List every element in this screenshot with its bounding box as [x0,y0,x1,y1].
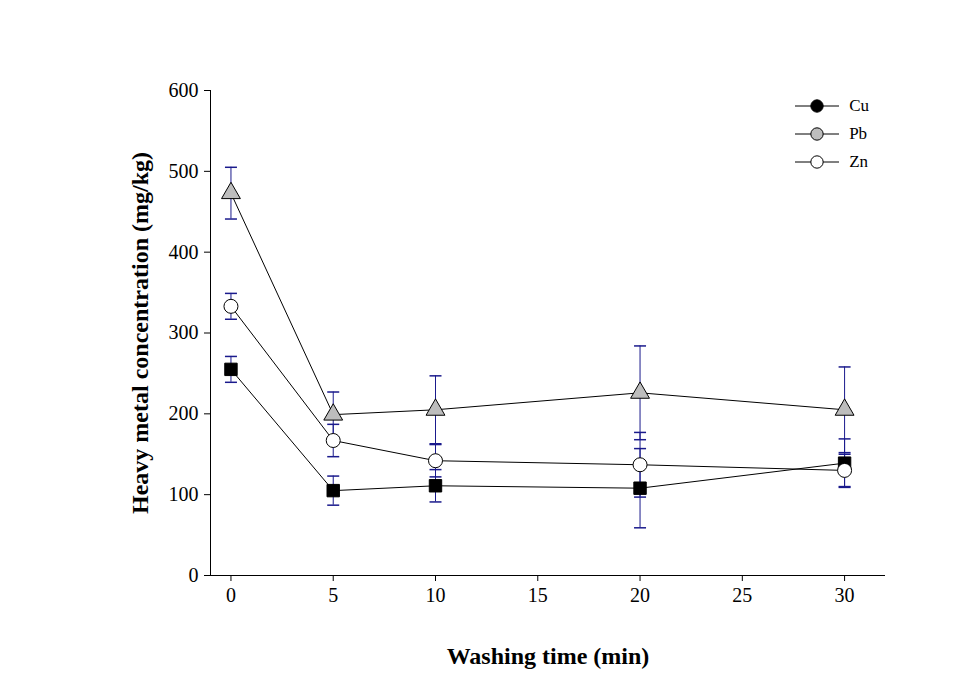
html-text:Zn: Zn [849,152,868,171]
svg-text:0: 0 [226,584,236,606]
svg-text:100: 100 [169,483,199,505]
svg-text:400: 400 [169,241,199,263]
html-text:Pb: Pb [849,124,868,143]
svg-text:30: 30 [835,584,855,606]
svg-text:Heavy metal concentration (mg/: Heavy metal concentration (mg/kg) [127,152,153,514]
svg-text:10: 10 [426,584,446,606]
svg-text:Washing time (min): Washing time (min) [447,643,650,669]
svg-text:200: 200 [169,402,199,424]
svg-text:600: 600 [169,79,199,101]
svg-text:300: 300 [169,321,199,343]
svg-text:20: 20 [630,584,650,606]
svg-text:0: 0 [189,564,199,586]
html-text:Cu: Cu [849,96,869,115]
svg-text:500: 500 [169,160,199,182]
svg-text:5: 5 [328,584,338,606]
svg-text:25: 25 [732,584,752,606]
svg-text:15: 15 [528,584,548,606]
